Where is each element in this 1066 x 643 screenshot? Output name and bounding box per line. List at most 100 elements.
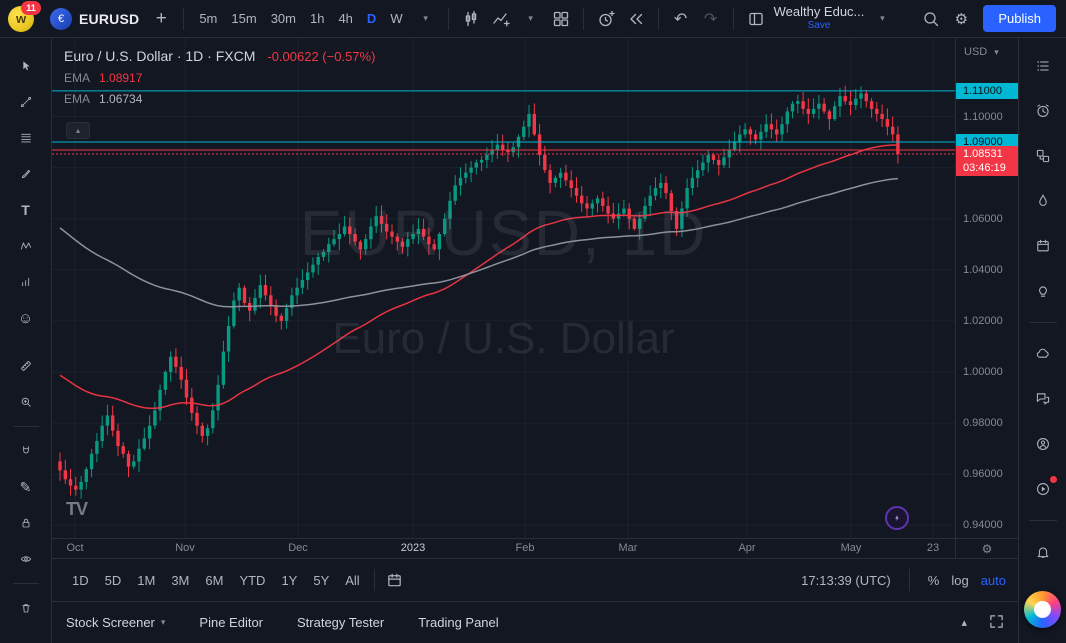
quick-search-button[interactable] — [917, 5, 945, 33]
timeframe-4h[interactable]: 4h — [331, 5, 359, 33]
object-tree-button[interactable] — [1029, 142, 1057, 170]
tab-strategy-tester[interactable]: Strategy Tester — [297, 615, 384, 630]
drawing-mode-button[interactable]: ✎ — [14, 475, 38, 499]
chart-style-button[interactable] — [457, 5, 485, 33]
price-label-1.00000[interactable]: 1.00000 — [963, 366, 1003, 378]
indicators-button[interactable] — [487, 5, 515, 33]
create-alert-button[interactable] — [592, 5, 620, 33]
layout-templates-button[interactable] — [547, 5, 575, 33]
alerts-button[interactable] — [1029, 97, 1057, 125]
notifications-button[interactable] — [1029, 538, 1057, 566]
clock-utc-button[interactable]: 17:13:39 (UTC) — [801, 572, 891, 588]
redo-button[interactable]: ↷ — [697, 5, 725, 33]
hide-drawings-button[interactable] — [14, 547, 38, 571]
time-label-Feb[interactable]: Feb — [515, 542, 535, 554]
videos-button[interactable] — [1029, 475, 1057, 503]
fib-retracement-tool-button[interactable] — [14, 126, 38, 150]
symbol-search-button[interactable]: € EURUSD — [44, 4, 145, 34]
indicators-chevron-icon[interactable]: ▾ — [517, 5, 545, 33]
trend-line-tool-button[interactable] — [14, 90, 38, 114]
price-label-1.06000[interactable]: 1.06000 — [963, 212, 1003, 225]
log-scale-button[interactable]: log — [951, 572, 969, 588]
remove-drawings-button[interactable] — [14, 596, 38, 620]
range-1m[interactable]: 1M — [129, 567, 163, 593]
minds-button[interactable] — [1029, 340, 1057, 368]
time-label-Nov[interactable]: Nov — [175, 542, 195, 554]
streams-button[interactable] — [1029, 430, 1057, 458]
lock-drawings-button[interactable] — [14, 511, 38, 535]
tab-trading-panel[interactable]: Trading Panel — [418, 615, 498, 630]
price-label-1.10000[interactable]: 1.10000 — [963, 110, 1003, 123]
time-label-May[interactable]: May — [840, 542, 862, 554]
time-label-Dec[interactable]: Dec — [288, 542, 308, 554]
price-label-1.11000[interactable]: 1.11000 — [956, 82, 1018, 99]
axis-settings-button[interactable]: ⚙ — [955, 538, 1018, 558]
legend-collapse-button[interactable]: ▴ — [66, 122, 90, 139]
range-1d[interactable]: 1D — [64, 567, 97, 593]
panel-expand-button[interactable] — [989, 614, 1004, 632]
watchlist-button[interactable] — [1029, 52, 1057, 80]
time-axis[interactable]: Oct Nov Dec 2023 Feb Mar Apr May 23 — [52, 538, 955, 558]
measure-tool-button[interactable] — [14, 354, 38, 378]
quick-action-bolt-button[interactable] — [885, 506, 909, 530]
cursor-tool-button[interactable] — [14, 54, 38, 78]
timeframe-1h[interactable]: 1h — [303, 5, 331, 33]
pattern-tool-button[interactable] — [14, 234, 38, 258]
timeframe-30m[interactable]: 30m — [264, 5, 303, 33]
compare-add-symbol-button[interactable]: + — [147, 5, 175, 33]
range-1y[interactable]: 1Y — [273, 567, 305, 593]
zoom-tool-button[interactable] — [14, 390, 38, 414]
brush-tool-button[interactable] — [14, 162, 38, 186]
economic-calendar-button[interactable] — [1029, 232, 1057, 260]
time-label-2023[interactable]: 2023 — [400, 542, 426, 554]
legend-symbol-title[interactable]: Euro / U.S. Dollar · 1D · FXCM — [64, 48, 256, 64]
bar-replay-button[interactable] — [622, 5, 650, 33]
price-axis[interactable]: USD ▾ 1.11000 1.10000 1.09000 1.08531 03:46:… — [955, 38, 1018, 538]
layout-chevron-icon[interactable]: ▾ — [868, 5, 896, 33]
hotlists-button[interactable] — [1029, 187, 1057, 215]
price-label-0.94000[interactable]: 0.94000 — [963, 519, 1003, 532]
settings-button[interactable]: ⚙ — [947, 5, 975, 33]
emoji-tool-button[interactable]: ☺ — [14, 306, 38, 330]
candlestick-plot[interactable] — [52, 38, 955, 538]
price-axis-unit[interactable]: USD ▾ — [964, 46, 1002, 58]
magnet-mode-button[interactable] — [14, 439, 38, 463]
save-layout-button[interactable] — [742, 5, 770, 33]
range-all[interactable]: All — [337, 567, 367, 593]
tradingview-logo[interactable]: TV — [66, 499, 88, 519]
text-tool-button[interactable]: T — [14, 198, 38, 222]
user-avatar[interactable]: w 11 — [8, 0, 41, 32]
time-label-Apr[interactable]: Apr — [738, 542, 756, 554]
price-label-1.04000[interactable]: 1.04000 — [963, 263, 1003, 276]
timeframe-15m[interactable]: 15m — [224, 5, 263, 33]
publish-button[interactable]: Publish — [983, 5, 1056, 32]
indicator-row[interactable]: EMA 1.08917 — [64, 71, 375, 85]
timeframe-D[interactable]: D — [360, 5, 383, 33]
timeframe-5m[interactable]: 5m — [192, 5, 224, 33]
range-5d[interactable]: 5D — [97, 567, 130, 593]
price-label-0.98000[interactable]: 0.98000 — [963, 417, 1003, 430]
tab-stock-screener[interactable]: Stock Screener ▾ — [66, 615, 165, 630]
forecast-tool-button[interactable] — [14, 270, 38, 294]
go-to-date-button[interactable] — [381, 566, 409, 594]
assistant-fab[interactable] — [1024, 591, 1061, 628]
range-ytd[interactable]: YTD — [231, 567, 273, 593]
layout-name-button[interactable]: Wealthy Educ... Save — [774, 4, 865, 32]
range-6m[interactable]: 6M — [197, 567, 231, 593]
chart-area[interactable]: EURUSD, 1D Euro / U.S. Dollar Euro / U.S… — [52, 38, 955, 538]
time-label-23[interactable]: 23 — [926, 542, 940, 554]
save-label[interactable]: Save — [807, 20, 831, 32]
range-3m[interactable]: 3M — [163, 567, 197, 593]
timeframe-chevron-icon[interactable]: ▾ — [412, 5, 440, 33]
percent-scale-button[interactable]: % — [927, 572, 940, 588]
price-label-1.08531[interactable]: 1.08531 03:46:19 — [956, 146, 1018, 177]
panel-collapse-button[interactable]: ▴ — [961, 617, 967, 629]
price-label-1.02000[interactable]: 1.02000 — [963, 314, 1003, 327]
price-label-0.96000[interactable]: 0.96000 — [963, 468, 1003, 481]
time-label-Mar[interactable]: Mar — [618, 542, 638, 554]
time-label-Oct[interactable]: Oct — [66, 542, 84, 554]
range-5y[interactable]: 5Y — [305, 567, 337, 593]
undo-button[interactable]: ↶ — [667, 5, 695, 33]
tab-pine-editor[interactable]: Pine Editor — [199, 615, 263, 630]
chats-button[interactable] — [1029, 385, 1057, 413]
